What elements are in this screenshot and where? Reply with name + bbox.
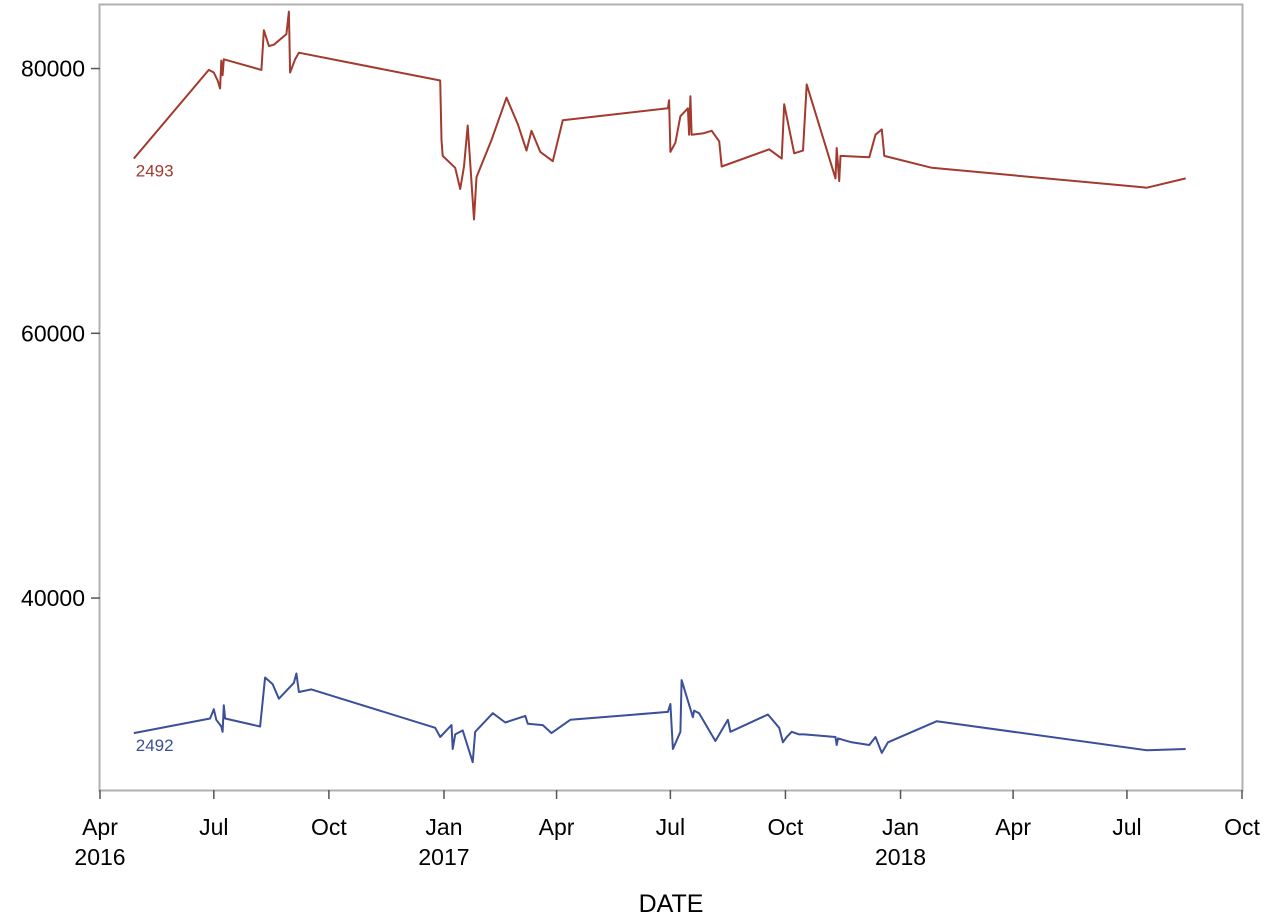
x-tick-label: Oct (768, 814, 804, 840)
x-tick-label: Oct (1224, 814, 1260, 840)
y-tick-label: 60000 (21, 320, 85, 346)
x-tick-label: Apr (539, 814, 575, 840)
series-line-2493 (133, 10, 1186, 221)
series-line-2492 (133, 672, 1186, 764)
x-axis: Apr 2016 Jul Oct Jan 2017 Apr Jul Oct Jan 2018 Apr J… (74, 790, 1260, 870)
x-tick-label: Jul (656, 814, 685, 840)
series-layer: 2493 2492 (133, 10, 1186, 764)
x-tick-label: Jan (425, 814, 462, 840)
y-tick-label: 80000 (21, 56, 85, 82)
x-tick-label: Jul (199, 814, 228, 840)
series-label-2492: 2492 (136, 736, 174, 755)
x-tick-label: Jul (1112, 814, 1141, 840)
x-axis-title: DATE (639, 890, 704, 918)
y-tick-label: 40000 (21, 585, 85, 611)
series-label-2493: 2493 (136, 162, 174, 181)
x-tick-year-label: 2017 (418, 844, 469, 870)
x-tick-label: Apr (995, 814, 1031, 840)
x-tick-year-label: 2018 (875, 844, 926, 870)
x-tick-label: Apr (82, 814, 118, 840)
x-tick-label: Jan (882, 814, 919, 840)
y-axis: 40000 60000 80000 (21, 56, 100, 611)
x-tick-label: Oct (311, 814, 347, 840)
x-tick-year-label: 2016 (74, 844, 125, 870)
